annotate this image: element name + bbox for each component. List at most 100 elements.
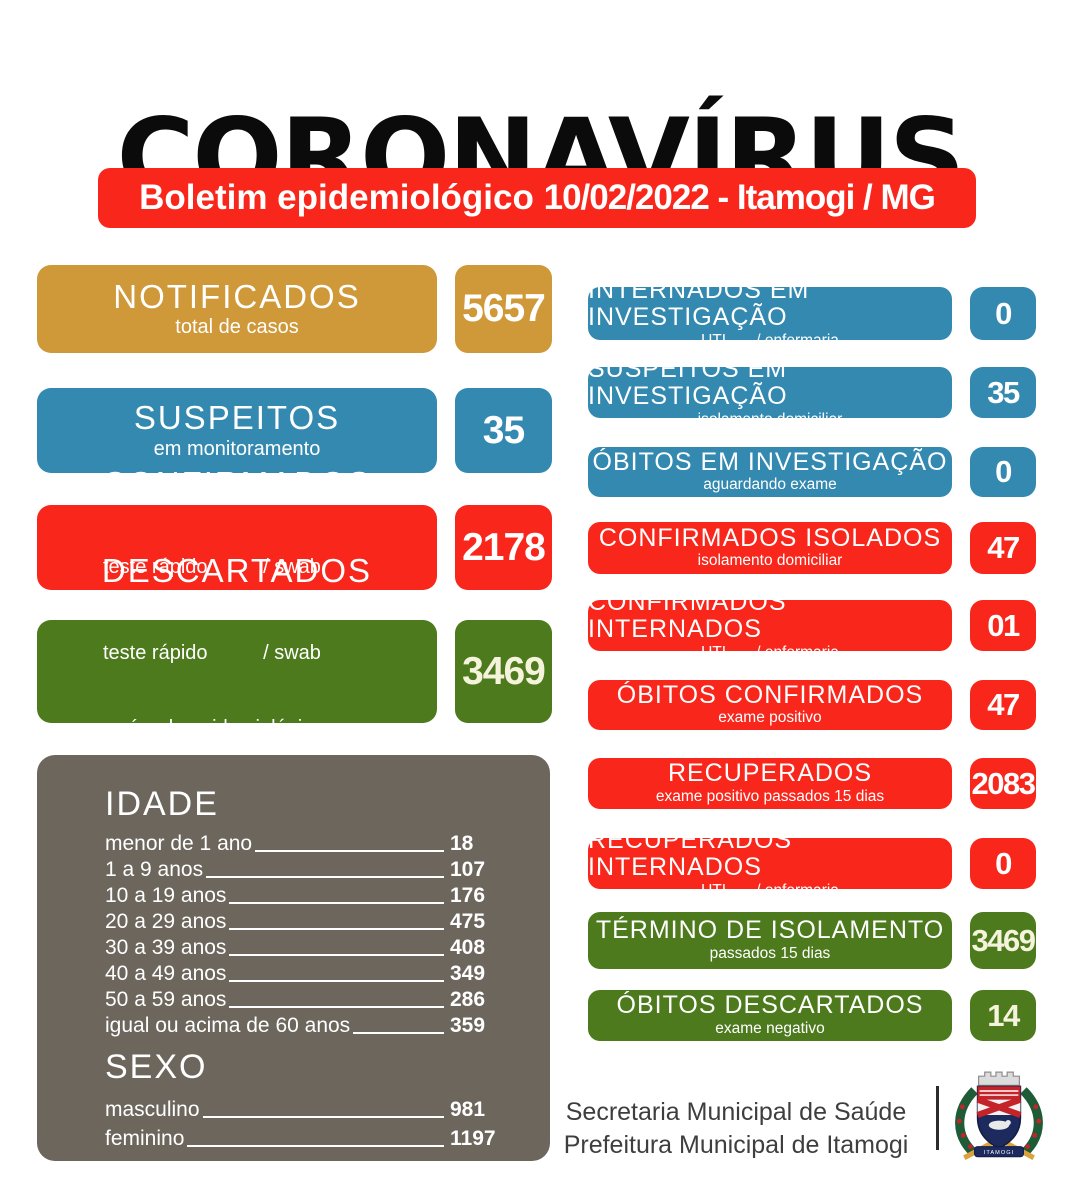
card-subtitle: exame positivo passados 15 dias	[655, 787, 885, 805]
value-number: 3469	[462, 649, 546, 693]
value-number: 35	[482, 408, 525, 452]
idade-row-value: 286	[450, 988, 486, 1011]
value-number: 47	[987, 530, 1020, 565]
leader-line	[353, 1032, 444, 1034]
sexo-row: feminino 1197	[105, 1122, 508, 1151]
card-subtitle: teste rápido / swab	[37, 505, 321, 630]
shield	[976, 1085, 1022, 1150]
card-termino-isolamento: TÉRMINO DE ISOLAMENTO passados 15 dias	[588, 912, 952, 969]
footer-divider	[936, 1086, 939, 1150]
value-confirmados-isolados: 47	[970, 522, 1036, 574]
sexo-row-value: 981	[450, 1098, 486, 1121]
idade-row: 10 a 19 anos 176	[105, 882, 508, 908]
footer-line1: Secretaria Municipal de Saúde	[565, 1098, 907, 1126]
card-title: NOTIFICADOS	[113, 277, 361, 315]
card-subtitle: isolamento domiciliar	[697, 552, 843, 570]
sexo-row-label: masculino	[105, 1098, 200, 1121]
card-recuperados: RECUPERADOS exame positivo passados 15 d…	[588, 758, 952, 809]
value-number: 3469	[971, 922, 1036, 958]
idade-row-label: 50 a 59 anos	[105, 988, 227, 1011]
card-subtitle: isolamento domiciliar	[697, 410, 843, 428]
leader-line	[229, 980, 444, 982]
card-recuperados-internados: RECUPERADOS INTERNADOS UTI / enfermaria	[588, 826, 952, 899]
card-title: ÓBITOS EM INVESTIGAÇÃO	[592, 447, 948, 476]
subtitle-line: teste rápido / swab	[103, 642, 321, 665]
laurel-wreath	[955, 1087, 1043, 1155]
card-subtitle: exame positivo	[718, 709, 822, 727]
idade-row: 20 a 29 anos 475	[105, 908, 508, 934]
card-subtitle: teste rápido / swab vínculo epidemiológi…	[37, 591, 323, 791]
card-obitos-investigacao: ÓBITOS EM INVESTIGAÇÃO aguardando exame	[588, 447, 952, 497]
value-suspeitos-investigacao: 35	[970, 367, 1036, 418]
card-title: RECUPERADOS	[667, 759, 873, 788]
scroll-text: ITAMOGI	[984, 1150, 1014, 1156]
card-subtitle: em monitoramento	[153, 437, 321, 460]
card-confirmados: CONFIRMADOS teste rápido / swab	[37, 465, 437, 590]
card-subtitle: aguardando exame	[703, 476, 837, 494]
value-number: 0	[995, 454, 1012, 489]
value-number: 01	[987, 607, 1020, 643]
itamogi-coat-of-arms: ITAMOGI	[955, 1071, 1043, 1161]
card-descartados: DESCARTADOS teste rápido / swab vínculo …	[37, 552, 437, 739]
card-obitos-descartados: ÓBITOS DESCARTADOS exame negativo	[588, 990, 952, 1041]
value-confirmados-internados: 01	[970, 600, 1036, 651]
banner-spacer	[534, 178, 544, 218]
idade-row-label: menor de 1 ano	[105, 832, 253, 855]
card-title: CONFIRMADOS ISOLADOS	[598, 523, 942, 552]
value-number: 2178	[462, 525, 546, 569]
card-suspeitos: SUSPEITOS em monitoramento	[37, 388, 437, 473]
idade-row: 40 a 49 anos 349	[105, 960, 508, 986]
idade-row-value: 475	[450, 910, 486, 933]
idade-row: 50 a 59 anos 286	[105, 986, 508, 1012]
value-notificados: 5657	[455, 265, 552, 353]
card-subtitle: passados 15 dias	[709, 944, 831, 962]
card-title: SUSPEITOS	[133, 399, 341, 437]
footer-signature: Secretaria Municipal de Saúde Prefeitura…	[548, 1096, 924, 1161]
card-suspeitos-investigacao: SUSPEITOS EM INVESTIGAÇÃO isolamento dom…	[588, 355, 952, 428]
leader-line	[229, 928, 444, 930]
card-subtitle: UTI / enfermaria	[701, 643, 839, 661]
leader-line	[255, 850, 444, 852]
card-subtitle: UTI / enfermaria	[701, 881, 839, 899]
value-number: 5657	[462, 287, 546, 330]
value-suspeitos: 35	[455, 388, 552, 473]
card-internados-investigacao: INTERNADOS EM INVESTIGAÇÃO UTI / enferma…	[588, 276, 952, 349]
mural-crown	[977, 1071, 1021, 1086]
leader-line	[229, 1006, 444, 1008]
idade-row-value: 18	[450, 832, 474, 855]
idade-row-label: 40 a 49 anos	[105, 962, 227, 985]
idade-row-label: igual ou acima de 60 anos	[105, 1014, 351, 1037]
leader-line	[229, 902, 444, 904]
value-internados-investigacao: 0	[970, 287, 1036, 340]
idade-row-value: 359	[450, 1014, 486, 1037]
card-notificados: NOTIFICADOS total de casos	[37, 265, 437, 353]
leader-line	[202, 1116, 444, 1118]
card-title: ÓBITOS CONFIRMADOS	[616, 680, 924, 709]
idade-row-value: 349	[450, 962, 486, 985]
value-number: 14	[987, 997, 1020, 1033]
value-number: 0	[995, 295, 1012, 331]
leader-line	[206, 876, 444, 878]
idade-row-value: 176	[450, 884, 486, 907]
leader-line	[187, 1145, 444, 1147]
idade-row-label: 20 a 29 anos	[105, 910, 227, 933]
card-title: TÉRMINO DE ISOLAMENTO	[595, 916, 945, 945]
card-title: INTERNADOS EM INVESTIGAÇÃO	[588, 275, 810, 332]
value-number: 35	[987, 374, 1020, 410]
sexo-row-value: 1197	[450, 1127, 496, 1150]
value-descartados: 3469	[455, 620, 552, 723]
card-title: DESCARTADOS	[101, 551, 373, 589]
idade-row: 1 a 9 anos 107	[105, 856, 508, 882]
card-subtitle: UTI / enfermaria	[701, 331, 839, 349]
subtitle-line: vínculo epidemiológico	[121, 717, 324, 740]
value-confirmados: 2178	[455, 505, 552, 590]
card-title: RECUPERADOS INTERNADOS	[588, 825, 793, 882]
idade-row-label: 1 a 9 anos	[105, 858, 204, 881]
card-subtitle: total de casos	[175, 316, 299, 339]
idade-row: menor de 1 ano 18	[105, 830, 508, 856]
card-confirmados-isolados: CONFIRMADOS ISOLADOS isolamento domicili…	[588, 522, 952, 574]
value-obitos-descartados: 14	[970, 990, 1036, 1041]
card-subtitle: exame negativo	[715, 1019, 825, 1037]
idade-heading: IDADE	[105, 785, 219, 823]
